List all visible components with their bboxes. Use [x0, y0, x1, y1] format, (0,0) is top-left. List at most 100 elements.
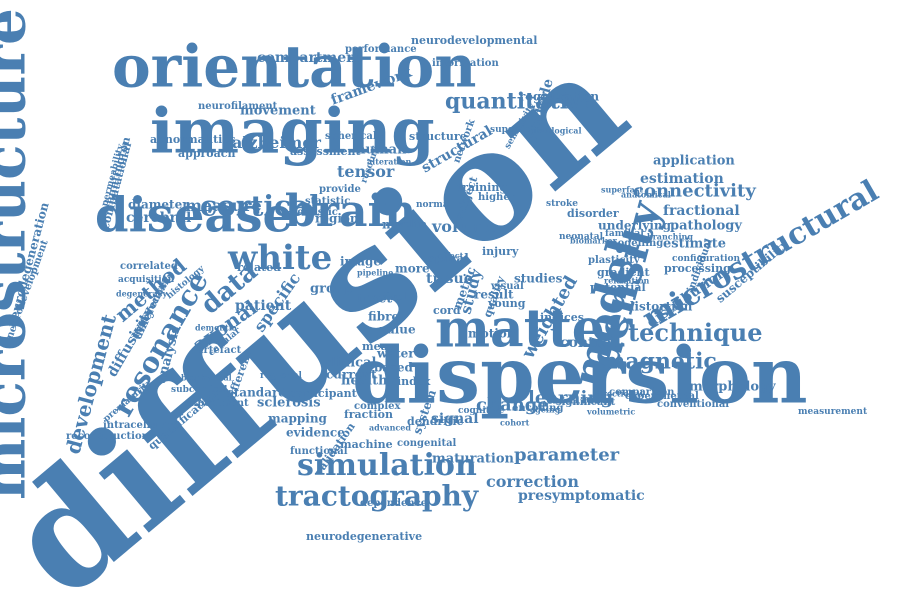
cloud-word-higher: higher — [478, 192, 515, 203]
cloud-word-control: control — [560, 334, 617, 351]
cloud-word-movement: movement — [240, 103, 316, 119]
cloud-word-alzheimer: alzheimer — [232, 133, 321, 153]
cloud-word-neurofilament: neurofilament — [198, 101, 278, 112]
cloud-word-relaxation: relaxation — [604, 275, 650, 286]
cloud-word-experiment: experiment — [185, 398, 249, 409]
cloud-word-volume: volume — [432, 217, 497, 237]
cloud-word-evidence: evidence — [286, 425, 345, 440]
cloud-word-pathology: pathology — [670, 218, 742, 234]
cloud-word-value: value — [380, 322, 416, 337]
cloud-word-disease: disease — [95, 187, 294, 244]
cloud-word-estimation: estimation — [640, 170, 724, 187]
cloud-word-performance: performance — [345, 44, 417, 55]
cloud-word-clinical: clinical — [323, 355, 377, 371]
cloud-word-result: result — [474, 287, 514, 302]
cloud-word-gradient: gradient — [597, 266, 650, 280]
cloud-word-imaging: imaging — [150, 94, 435, 168]
cloud-word-neurodevelopmental: neurodevelopmental — [411, 34, 538, 48]
cloud-word-spherical: spherical — [325, 131, 377, 142]
cloud-word-disorder: disorder — [567, 207, 619, 221]
cloud-word-superficial: superficial — [490, 124, 544, 135]
cloud-word-encoding: encoding — [512, 403, 564, 414]
cloud-word-more: more — [395, 261, 430, 276]
cloud-word-cerebral: cerebral — [126, 209, 192, 226]
cloud-word-subcortical: subcortical — [171, 384, 228, 395]
cloud-word-histological: histological — [529, 125, 582, 136]
cloud-word-distortion: distortion — [626, 299, 693, 314]
cloud-word-related: related — [237, 261, 281, 275]
cloud-word-tractography: tractography — [275, 479, 479, 513]
cloud-word-advanced: advanced — [369, 422, 411, 433]
cloud-word-fractional: fractional — [663, 202, 740, 219]
cloud-word-matter: matter — [435, 298, 633, 360]
cloud-word-diameter: diameter — [128, 197, 189, 212]
cloud-word-plasticity: plasticity — [588, 255, 640, 266]
cloud-word-image: image — [340, 254, 382, 269]
cloud-word-based: based — [374, 360, 413, 375]
cloud-word-pipeline: pipeline — [357, 267, 394, 278]
cloud-word-degeneracy: degeneracy — [116, 288, 168, 299]
cloud-word-information: information — [432, 58, 499, 69]
cloud-word-assessment: assessment — [290, 145, 361, 159]
cloud-word-configuration: configuration — [672, 253, 741, 264]
cloud-word-human: human — [356, 142, 407, 158]
cloud-word-tensor: tensor — [337, 162, 395, 182]
cloud-word-learning: learning — [528, 387, 614, 409]
cloud-word-mapping: mapping — [268, 411, 327, 426]
cloud-word-congenital: congenital — [397, 438, 457, 449]
cloud-word-superfast: superfast — [601, 184, 644, 195]
cloud-word-studies: studies — [514, 271, 563, 286]
cloud-word-technique: technique — [628, 317, 763, 347]
cloud-word-orientation: orientation — [112, 32, 477, 101]
cloud-word-fibre: fibre — [368, 309, 400, 324]
cloud-word-ageing: ageing — [530, 404, 561, 415]
cloud-word-familial: familial — [605, 228, 644, 239]
cloud-word-effect: effect — [438, 250, 464, 261]
cloud-word-biophysical: biophysical — [181, 372, 232, 383]
cloud-word-dependence: dependence — [360, 498, 428, 509]
cloud-word-measurement: measurement — [798, 406, 868, 417]
cloud-word-provide: provide — [319, 184, 361, 195]
cloud-word-patient: patient — [235, 297, 292, 314]
cloud-word-correction: correction — [486, 472, 579, 492]
cloud-word-indices: indices — [540, 311, 584, 325]
cloud-word-acquisition: acquisition — [118, 274, 175, 285]
cloud-word-mean: mean — [362, 340, 396, 354]
cloud-word-young: young — [488, 297, 526, 311]
cloud-word-abnormalities: abnormalities — [150, 133, 236, 147]
cloud-word-participant: participant — [288, 387, 357, 401]
cloud-word-change: change — [476, 394, 549, 416]
cloud-word-spinal: spinal — [428, 251, 469, 266]
cloud-word-training: training — [457, 181, 508, 195]
cloud-word-dispersion: dispersion — [352, 330, 808, 422]
cloud-word-normal: normal — [416, 199, 453, 210]
cloud-word-magnetic: magnetic — [602, 348, 717, 375]
cloud-word-alteration: alteration — [367, 156, 412, 167]
cloud-word-reconstruction: reconstruction — [66, 431, 149, 442]
cloud-word-signal: signal — [431, 410, 479, 427]
cloud-word-cohort: cohort — [500, 417, 530, 428]
cloud-word-machine: machine — [340, 438, 393, 452]
cloud-word-neurodegenerative: neurodegenerative — [306, 530, 423, 544]
cloud-word-injury: injury — [482, 245, 519, 259]
cloud-word-biomarker: biomarker — [570, 235, 617, 246]
cloud-word-significant: significant — [556, 397, 616, 408]
cloud-word-dementia: dementia — [195, 322, 237, 333]
cloud-word-group: group — [310, 281, 354, 297]
cloud-word-functional: functional — [290, 446, 348, 457]
cloud-word-realistic: realistic — [292, 207, 338, 218]
cloud-word-application: application — [653, 153, 735, 169]
cloud-word-experimental: experimental — [625, 391, 699, 402]
cloud-word-cord: cord — [433, 304, 461, 318]
cloud-word-measure: measure — [185, 196, 262, 216]
cloud-word-approach: approach — [178, 147, 236, 161]
cloud-word-neonatal: neonatal — [559, 231, 604, 242]
cloud-word-motion: motion — [468, 326, 516, 341]
cloud-word-cognitive: cognitive — [458, 405, 505, 416]
cloud-word-presymptomatic: presymptomatic — [518, 487, 645, 504]
cloud-word-current: current — [326, 367, 377, 382]
cloud-word-compartment: compartment — [257, 49, 363, 66]
cloud-word-fixel: fixel — [383, 292, 407, 303]
cloud-word-comparison: comparison — [609, 387, 675, 398]
